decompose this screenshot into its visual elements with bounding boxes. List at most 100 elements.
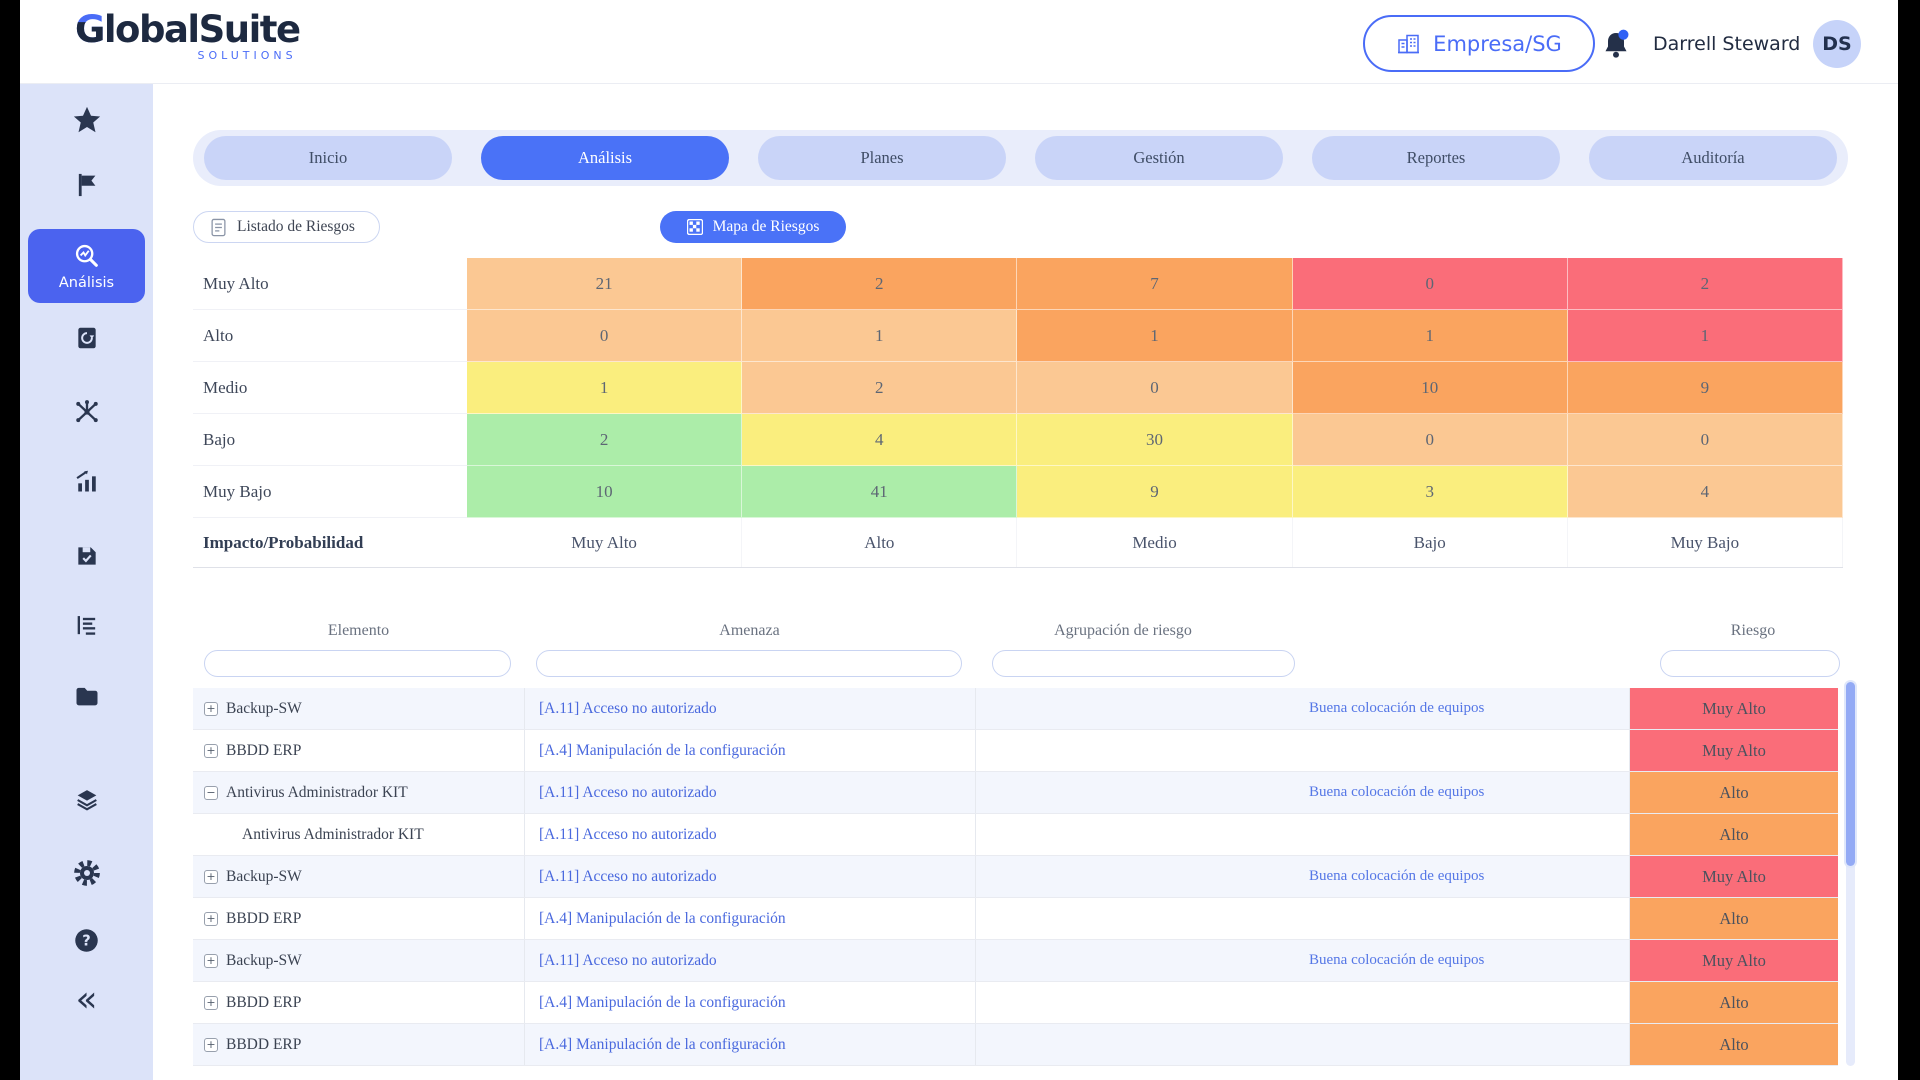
threat-link[interactable]: [A.4] Manipulación de la configuración	[539, 741, 786, 759]
table-row: + Backup-SW [A.11] Acceso no autorizado B…	[193, 856, 1838, 898]
heatmap-cell[interactable]: 9	[1017, 466, 1293, 518]
expand-toggle[interactable]: +	[204, 869, 218, 884]
threat-link[interactable]: [A.4] Manipulación de la configuración	[539, 993, 786, 1011]
threat-link[interactable]: [A.11] Acceso no autorizado	[539, 867, 717, 885]
threat-link[interactable]: [A.4] Manipulación de la configuración	[539, 909, 786, 927]
gear-icon	[73, 860, 100, 886]
tab-analisis[interactable]: Análisis	[481, 136, 729, 180]
heatmap-cell[interactable]: 9	[1567, 362, 1844, 414]
expand-toggle[interactable]: +	[204, 911, 218, 926]
sidebar-item-analisis[interactable]: Análisis	[28, 229, 145, 303]
help-icon: ?	[75, 928, 98, 952]
heatmap-cell[interactable]: 21	[467, 258, 743, 310]
heatmap-cell[interactable]: 0	[467, 310, 743, 362]
element-name: BBDD ERP	[226, 909, 302, 927]
heatmap-cell[interactable]: 1	[1567, 310, 1844, 362]
sidebar-item-label: Análisis	[58, 274, 115, 291]
notifications-button[interactable]	[1601, 29, 1631, 61]
network-icon	[75, 400, 98, 423]
risk-level-badge: Alto	[1630, 772, 1838, 813]
tab-inicio[interactable]: Inicio	[204, 136, 452, 180]
analysis-search-icon	[75, 244, 98, 267]
threat-link[interactable]: [A.11] Acceso no autorizado	[539, 951, 717, 969]
heatmap-cell[interactable]: 1	[467, 362, 743, 414]
heatmap-cell[interactable]: 3	[1292, 466, 1568, 518]
risk-heatmap: Muy Alto 21 2 7 0 2 Alto 0 1 1 1 1 Medio…	[193, 258, 1844, 568]
sidebar-collapse-button[interactable]: «	[20, 980, 153, 1020]
heatmap-cell[interactable]: 4	[742, 414, 1018, 466]
filter-input-agrupacion[interactable]	[992, 650, 1295, 677]
probability-col-header: Alto	[742, 518, 1018, 567]
star-icon	[73, 106, 100, 133]
heatmap-cell[interactable]: 7	[1017, 258, 1293, 310]
heatmap-cell[interactable]: 2	[742, 258, 1018, 310]
heatmap-cell[interactable]: 0	[1017, 362, 1293, 414]
collapse-toggle[interactable]: −	[204, 785, 218, 800]
sidebar-item-help[interactable]: ?	[20, 920, 153, 960]
report-lines-icon	[77, 616, 95, 635]
heatmap-cell[interactable]: 2	[1567, 258, 1844, 310]
heatmap-cell[interactable]: 10	[467, 466, 743, 518]
tab-gestion[interactable]: Gestión	[1035, 136, 1283, 180]
heatmap-cell[interactable]: 1	[1017, 310, 1293, 362]
risk-group-link[interactable]: Buena colocación de equipos	[1309, 952, 1485, 968]
sidebar-item-folder[interactable]	[20, 676, 153, 716]
expand-toggle[interactable]: +	[204, 995, 218, 1010]
company-selector-button[interactable]: Empresa/SG	[1363, 15, 1595, 72]
sidebar-item-network[interactable]	[20, 392, 153, 432]
risk-group-link[interactable]: Buena colocación de equipos	[1309, 700, 1485, 716]
threat-link[interactable]: [A.11] Acceso no autorizado	[539, 699, 717, 717]
heatmap-cell[interactable]: 30	[1017, 414, 1293, 466]
filter-input-elemento[interactable]	[204, 650, 511, 677]
tab-auditoria[interactable]: Auditoría	[1589, 136, 1837, 180]
expand-toggle[interactable]: +	[204, 1037, 218, 1052]
listado-de-riesgos-button[interactable]: Listado de Riesgos	[193, 211, 380, 243]
expand-toggle[interactable]: +	[204, 743, 218, 758]
threat-link[interactable]: [A.11] Acceso no autorizado	[539, 783, 717, 801]
risk-level-badge: Muy Alto	[1630, 730, 1838, 771]
element-name: BBDD ERP	[226, 1035, 302, 1053]
heatmap-cell[interactable]: 2	[742, 362, 1018, 414]
sidebar-item-statistics[interactable]	[20, 461, 153, 501]
table-scrollbar-thumb[interactable]	[1846, 682, 1855, 866]
table-scrollbar-track[interactable]	[1846, 682, 1855, 1066]
expand-toggle[interactable]: +	[204, 701, 218, 716]
column-header-riesgo: Riesgo	[1730, 622, 1776, 639]
avatar[interactable]: DS	[1813, 20, 1861, 68]
mapa-de-riesgos-button[interactable]: Mapa de Riesgos	[660, 211, 846, 243]
risk-group-link[interactable]: Buena colocación de equipos	[1309, 784, 1485, 800]
risk-group-link[interactable]: Buena colocación de equipos	[1309, 868, 1485, 884]
heatmap-cell[interactable]: 2	[467, 414, 743, 466]
threat-link[interactable]: [A.4] Manipulación de la configuración	[539, 1035, 786, 1053]
impact-label: Muy Alto	[193, 258, 467, 310]
sidebar-item-save[interactable]	[20, 536, 153, 576]
tab-planes[interactable]: Planes	[758, 136, 1006, 180]
heatmap-cell[interactable]: 10	[1292, 362, 1568, 414]
probability-col-header: Muy Bajo	[1568, 518, 1844, 567]
heatmap-cell[interactable]: 4	[1567, 466, 1844, 518]
heatmap-row: Alto 0 1 1 1 1	[193, 310, 1844, 362]
risk-level-badge: Muy Alto	[1630, 940, 1838, 981]
sidebar-item-flags[interactable]	[20, 165, 153, 205]
table-row: + BBDD ERP [A.4] Manipulación de la confi…	[193, 1024, 1838, 1066]
sidebar-item-journal[interactable]	[20, 318, 153, 358]
heatmap-cell[interactable]: 0	[1292, 258, 1568, 310]
sidebar-item-favorites[interactable]	[20, 100, 153, 140]
heatmap-cell[interactable]: 0	[1567, 414, 1844, 466]
heatmap-cell[interactable]: 41	[742, 466, 1018, 518]
sidebar-item-layers[interactable]	[20, 780, 153, 820]
sidebar-item-settings[interactable]	[20, 853, 153, 893]
filter-input-riesgo[interactable]	[1660, 650, 1840, 677]
filter-input-amenaza[interactable]	[536, 650, 962, 677]
heatmap-cell[interactable]: 1	[742, 310, 1018, 362]
user-name[interactable]: Darrell Steward	[1653, 33, 1801, 55]
expand-toggle[interactable]: +	[204, 953, 218, 968]
heatmap-cell[interactable]: 1	[1292, 310, 1568, 362]
risk-level-badge: Muy Alto	[1630, 688, 1838, 729]
heatmap-cell[interactable]: 0	[1292, 414, 1568, 466]
threat-link[interactable]: [A.11] Acceso no autorizado	[539, 825, 717, 843]
sidebar-item-report[interactable]	[20, 606, 153, 646]
tab-reportes[interactable]: Reportes	[1312, 136, 1560, 180]
